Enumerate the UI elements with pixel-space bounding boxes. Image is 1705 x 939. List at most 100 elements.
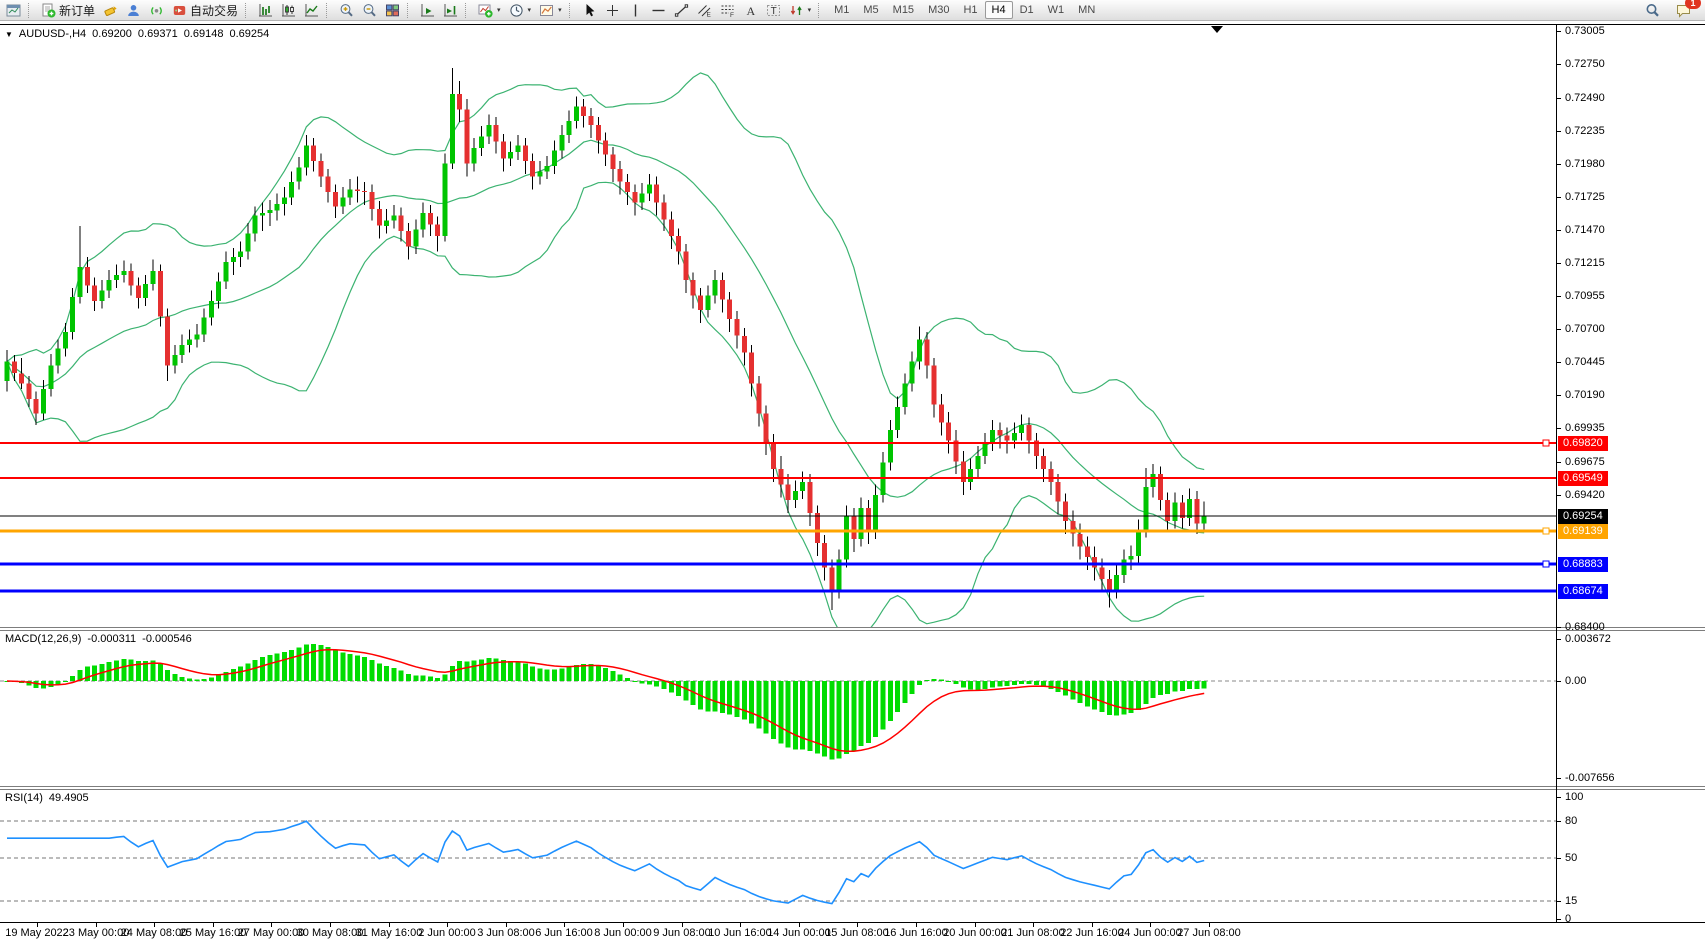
terminal-icon [6, 4, 21, 16]
toolbar-button-new-order[interactable]: 新订单 [37, 0, 99, 21]
toolbar-button-crosshair[interactable] [601, 0, 624, 21]
timeframe-button-d1[interactable]: D1 [1019, 4, 1034, 16]
auto-scroll-icon [421, 3, 435, 16]
timeframe-button-h4[interactable]: H4 [984, 1, 1013, 19]
ohlc-low: 0.69148 [183, 28, 224, 40]
pane-separator[interactable] [0, 627, 1705, 631]
toolbar-button-periods[interactable]: ▾ [505, 0, 536, 21]
notifications-button[interactable]: 1 [1672, 0, 1701, 21]
line-chart-icon [305, 3, 319, 16]
toolbar-button-horizontal-line[interactable] [647, 0, 670, 21]
rsi-axis-label: 100 [1565, 791, 1584, 803]
chart-frame-border [0, 24, 1705, 25]
trend-line-icon [674, 3, 688, 17]
toolbar-button-text-label[interactable]: T [762, 0, 785, 21]
toolbar-button-vertical-line[interactable] [624, 0, 647, 21]
time-tick-label: 27 Jun 08:00 [1177, 927, 1241, 939]
price-tick-mark [1557, 97, 1561, 99]
toolbar-button-highlighter[interactable] [99, 0, 122, 21]
rsi-value: 49.4905 [48, 792, 89, 804]
highlighter-icon [104, 5, 117, 16]
hline-drag-handle[interactable] [1542, 439, 1550, 447]
vertical-line-icon [634, 4, 636, 16]
hline-drag-handle[interactable] [1542, 527, 1550, 535]
timeframe-button-m15[interactable]: M15 [892, 4, 915, 16]
price-tick-mark [1557, 821, 1561, 822]
price-tick-label: 0.70700 [1565, 323, 1605, 336]
time-tick-mark [506, 923, 507, 927]
svg-text:T: T [770, 6, 776, 17]
price-tick-label: 0.70445 [1565, 356, 1605, 369]
chart-shift-marker[interactable] [1211, 26, 1223, 33]
search-button[interactable] [1641, 0, 1664, 21]
toolbar-button-zoom-out[interactable] [358, 0, 381, 21]
time-tick-label: 23 May 00:00 [62, 927, 130, 939]
timeframe-button-w1[interactable]: W1 [1047, 4, 1065, 16]
price-tick-label: 0.72750 [1565, 58, 1605, 70]
price-tick-mark [1557, 329, 1561, 331]
toolbar-button-candlestick-chart[interactable] [277, 0, 300, 21]
price-tick-mark [1557, 196, 1561, 198]
bar-chart-icon [259, 3, 273, 16]
toolbar-button-fibonacci[interactable]: F [716, 0, 739, 21]
rsi-indicator-label: RSI(14) 49.4905 [5, 792, 89, 804]
toolbar-button-broadcast[interactable] [145, 0, 168, 21]
macd-value: -0.000311 [87, 633, 137, 645]
one-click-trading-collapse-icon[interactable]: ▼ [5, 29, 13, 39]
price-tick-label: 0.69420 [1565, 488, 1605, 501]
toolbar-button-arrows[interactable]: ▾ [785, 0, 816, 21]
toolbar-button-auto-scroll[interactable] [416, 0, 439, 21]
time-tick-label: 14 Jun 00:00 [767, 927, 831, 939]
hline-drag-handle[interactable] [1542, 560, 1550, 568]
timeframe-button-m30[interactable]: M30 [928, 4, 950, 16]
time-tick-mark [1092, 923, 1093, 927]
time-tick-label: 9 Jun 08:00 [653, 927, 711, 939]
toolbar-separator [465, 2, 470, 18]
dropdown-caret-icon: ▾ [807, 7, 812, 14]
rsi-pane-canvas [0, 820, 1556, 905]
price-tick-mark [1557, 229, 1561, 231]
time-tick-label: 22 Jun 16:00 [1060, 927, 1124, 939]
chart-shift-icon [444, 3, 458, 16]
main-chart-canvas[interactable] [0, 25, 1556, 627]
toolbar-button-indicators[interactable]: ▾ [474, 0, 505, 21]
toolbar-button-text[interactable]: A [739, 0, 762, 21]
tile-windows-icon [386, 4, 400, 16]
toolbar-button-cursor[interactable] [578, 0, 601, 21]
toolbar-button-templates[interactable]: ▾ [535, 0, 566, 21]
price-tick-mark [1557, 626, 1561, 628]
time-tick-mark [330, 923, 331, 927]
timeframe-button-m5[interactable]: M5 [863, 4, 879, 16]
toolbar-button-community[interactable] [122, 0, 145, 21]
macd-title: MACD(12,26,9) [5, 633, 82, 645]
price-tick-mark [1557, 395, 1561, 397]
timeframe-button-h1[interactable]: H1 [963, 4, 978, 16]
equidistant-channel-icon: E [697, 4, 711, 18]
timeframe-button-m1[interactable]: M1 [834, 4, 850, 16]
time-tick-mark [271, 923, 272, 927]
toolbar-button-chart-shift[interactable] [439, 0, 462, 21]
toolbar-button-tile-windows[interactable] [381, 0, 404, 21]
price-tick-label: 0.71725 [1565, 190, 1605, 203]
price-tick-label: 0.73005 [1565, 25, 1605, 37]
zoom-out-icon [363, 3, 376, 16]
toolbar-separator [407, 2, 412, 18]
toolbar-button-trend-line[interactable] [670, 0, 693, 21]
pane-separator[interactable] [0, 786, 1705, 790]
timeframe-button-mn[interactable]: MN [1078, 4, 1096, 16]
toolbar-button-bar-chart[interactable] [254, 0, 277, 21]
toolbar-button-equidistant-channel[interactable]: E [693, 0, 716, 21]
time-tick-label: 16 Jun 16:00 [884, 927, 948, 939]
toolbar-button-line-chart[interactable] [300, 0, 323, 21]
price-tick-mark [1557, 428, 1561, 430]
time-tick-label: 24 May 08:00 [120, 927, 188, 939]
toolbar-button-zoom-in[interactable] [335, 0, 358, 21]
toolbar-button-terminal[interactable] [2, 0, 25, 21]
svg-text:A: A [746, 4, 755, 18]
time-tick-label: 10 Jun 16:00 [708, 927, 772, 939]
dropdown-caret-icon: ▾ [527, 7, 532, 14]
broadcast-icon [151, 6, 162, 15]
price-tick-mark [1557, 362, 1561, 364]
dropdown-caret-icon: ▾ [558, 7, 562, 14]
toolbar-button-autotrading[interactable]: 自动交易 [168, 0, 242, 21]
